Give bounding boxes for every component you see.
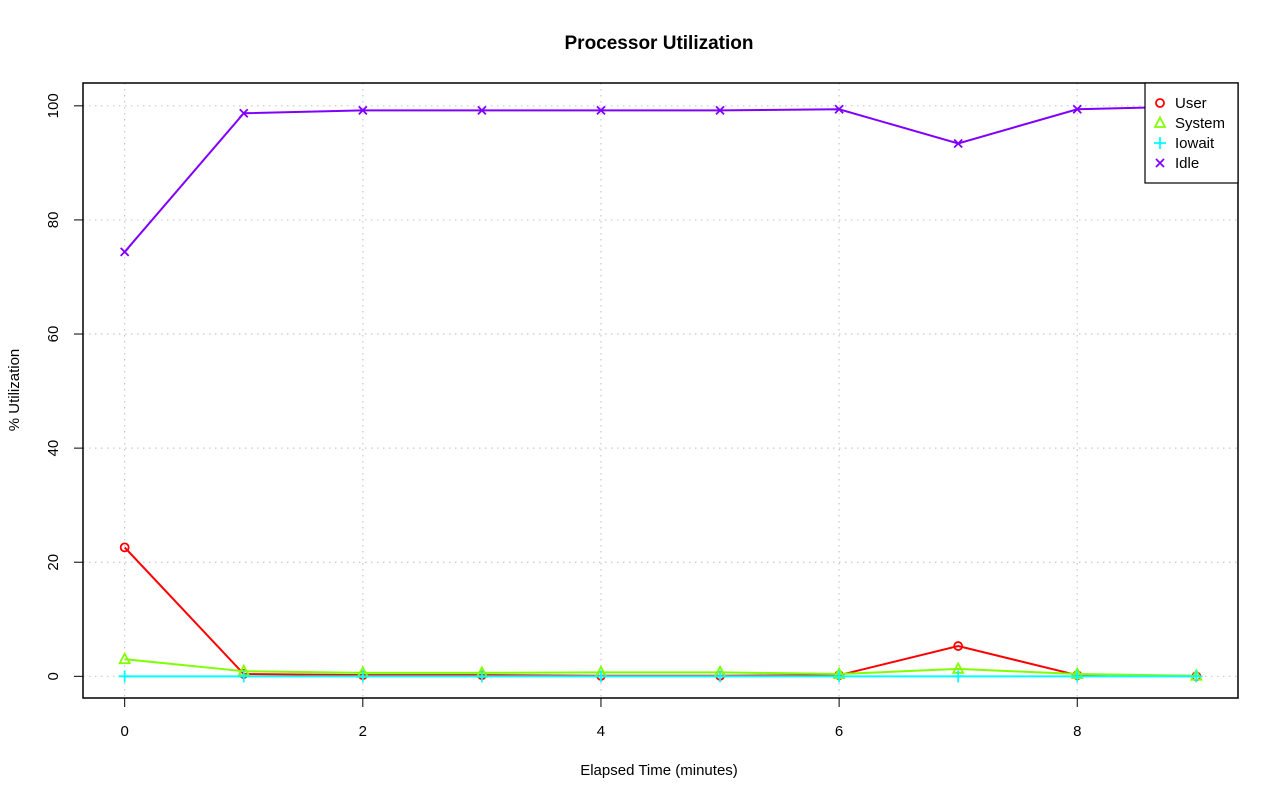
chart-title: Processor Utilization [565,33,754,54]
y-tick-label: 60 [45,326,62,343]
legend-symbol-idle [1155,158,1165,168]
legend-item-user: User [1155,95,1207,112]
data-point-idle [596,105,606,116]
y-tick-label: 80 [45,212,62,229]
legend-symbol-iowait [1154,137,1166,149]
legend-label-iowait: Iowait [1175,135,1215,152]
data-point-iowait [594,670,607,683]
series-line-idle [123,105,1197,253]
series-line-system [124,658,1197,677]
data-point-idle [477,105,487,116]
data-point-iowait [952,670,965,683]
data-point-iowait [237,670,250,683]
plot-frame [82,82,1239,699]
legend-label-idle: Idle [1175,155,1199,172]
x-tick-label: 2 [359,723,367,740]
series-user [119,542,1202,682]
x-tick-label: 6 [835,723,843,740]
legend-item-iowait: Iowait [1154,135,1215,152]
y-tick-label: 100 [45,93,62,118]
series-idle [120,101,1201,257]
data-point-iowait [1190,670,1203,683]
data-point-idle [834,104,844,114]
data-point-iowait [356,670,369,683]
legend-label-system: System [1175,115,1225,132]
data-point-iowait [475,670,488,683]
x-tick-label: 4 [597,723,605,740]
grid-lines [83,83,1238,698]
data-point-idle [120,247,130,257]
x-axis: 0 2 4 6 8 [121,697,1081,740]
y-tick-label: 20 [45,554,62,571]
x-axis-label: Elapsed Time (minutes) [580,762,738,779]
data-point-idle [239,108,249,118]
data-point-idle [1072,104,1082,114]
y-axis: 0 20 40 60 80 100 [45,93,84,680]
y-axis-label: % Utilization [6,349,23,432]
data-point-iowait [118,670,131,683]
data-point-iowait [1071,670,1084,683]
legend-symbol-user [1155,98,1165,108]
data-point-user [953,641,964,651]
series-iowait [118,670,1203,683]
series-layer [118,101,1203,683]
y-tick-label: 40 [45,440,62,457]
data-point-idle [358,105,368,116]
x-tick-label: 8 [1073,723,1081,740]
legend-item-idle: Idle [1155,155,1199,172]
x-tick-label: 0 [121,723,129,740]
data-point-idle [715,105,725,116]
data-point-idle [953,138,963,149]
legend-item-system: System [1153,115,1225,132]
series-line-user [123,546,1197,678]
y-tick-label: 0 [45,672,62,680]
legend: User System Iowait Idle [1144,82,1239,184]
data-point-system [118,651,132,665]
data-point-user [119,542,130,553]
data-point-iowait [833,670,846,683]
legend-label-user: User [1175,95,1207,112]
data-point-iowait [714,670,727,683]
legend-symbol-system [1153,115,1167,128]
